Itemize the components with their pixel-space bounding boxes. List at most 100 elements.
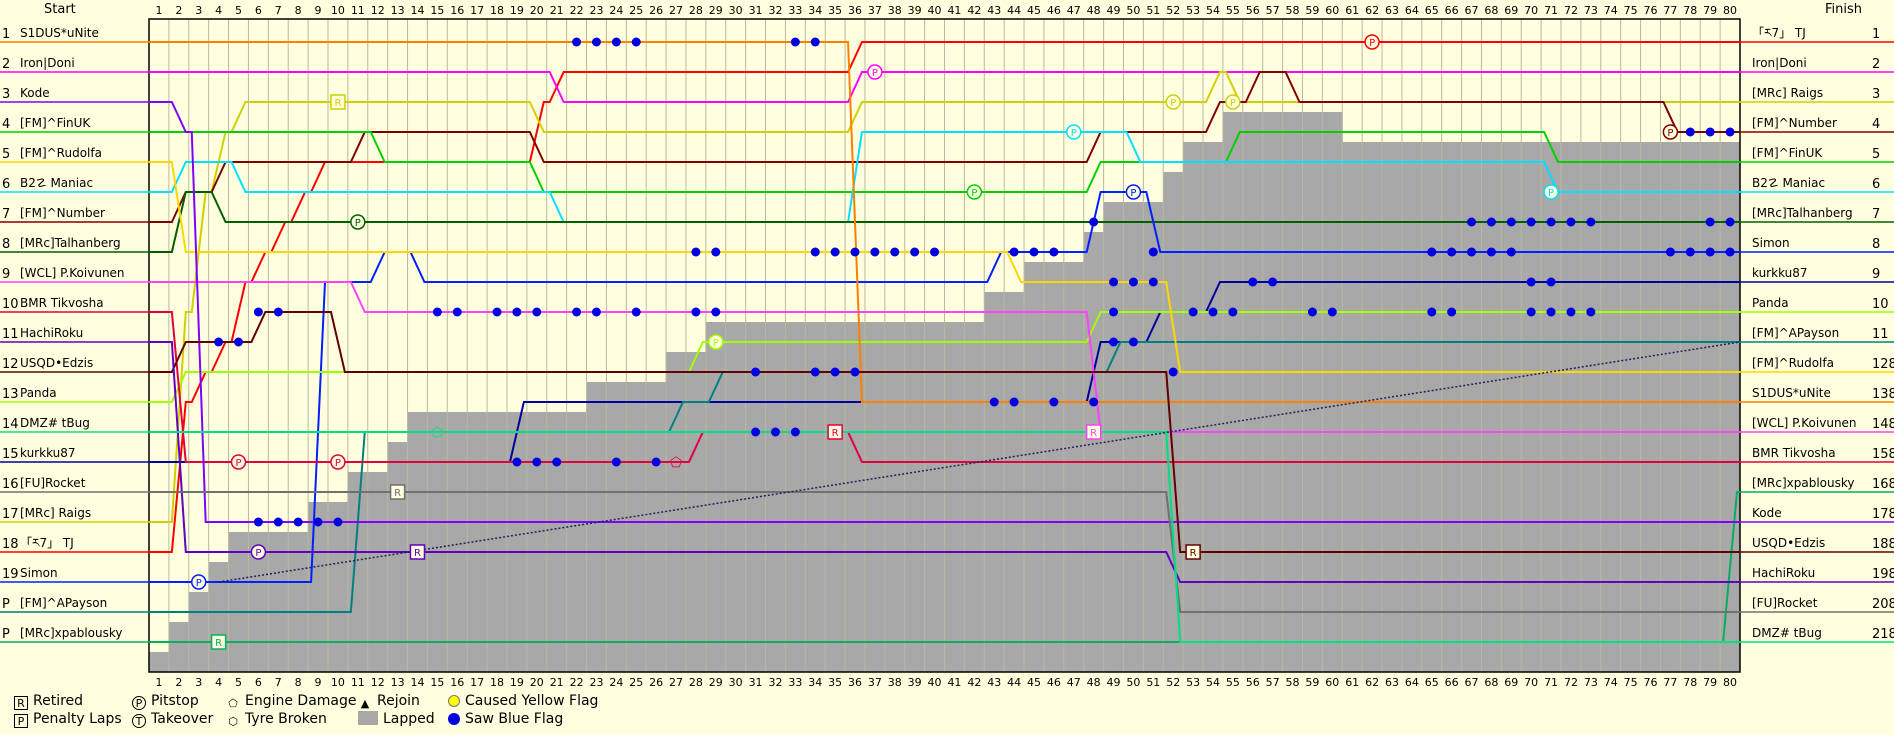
lap-tick-top: 51 [1146, 4, 1160, 17]
lap-tick-bottom: 66 [1445, 676, 1459, 689]
lapped-column [387, 442, 409, 672]
blue-flag-dot [1208, 307, 1218, 317]
lap-tick-top: 69 [1504, 4, 1518, 17]
start-header: Start [44, 2, 76, 17]
lap-tick-top: 27 [669, 4, 683, 17]
lap-tick-bottom: 2 [175, 676, 182, 689]
lap-tick-top: 78 [1683, 4, 1697, 17]
start-driver-label: kurkku87 [20, 446, 76, 460]
blue-flag-dot [1467, 217, 1477, 227]
blue-flag-dot [1725, 127, 1735, 137]
lap-tick-top: 26 [649, 4, 663, 17]
lap-tick-top: 20 [530, 4, 544, 17]
lap-tick-bottom: 50 [1126, 676, 1140, 689]
lap-tick-bottom: 63 [1385, 676, 1399, 689]
engine-icon: ⬠ [228, 697, 238, 710]
blue-flag-dot [532, 457, 542, 467]
lap-tick-bottom: 75 [1624, 676, 1638, 689]
blue-flag-dot [989, 397, 999, 407]
lap-tick-bottom: 40 [928, 676, 942, 689]
retired-marker [210, 634, 227, 650]
lap-tick-bottom: 59 [1305, 676, 1319, 689]
lap-tick-top: 76 [1644, 4, 1658, 17]
trace-line [149, 431, 1740, 643]
start-driver-label: [MRc] Raigs [20, 506, 91, 520]
blue-flag-dot [751, 367, 761, 377]
blue-flag-dot [1307, 307, 1317, 317]
blue-flag-dot [930, 247, 940, 257]
lapped-column [805, 322, 826, 672]
lap-tick-bottom: 48 [1087, 676, 1101, 689]
lap-tick-top: 22 [570, 4, 584, 17]
lap-tick-top: 25 [629, 4, 643, 17]
lapped-area [149, 112, 1741, 672]
blue-flag-dot [1546, 307, 1556, 317]
lap-tick-top: 30 [729, 4, 743, 17]
lap-tick-top: 17 [470, 4, 484, 17]
pitstop-letter: P [872, 68, 878, 79]
lap-tick-top: 77 [1663, 4, 1677, 17]
lap-tick-top: 48 [1087, 4, 1101, 17]
lap-tick-top: 35 [828, 4, 842, 17]
blue-flag-dot [1705, 247, 1715, 257]
blue-flag-dot [1546, 277, 1556, 287]
blue-flag-dot [1486, 217, 1496, 227]
lap-tick-bottom: 57 [1266, 676, 1280, 689]
lapped-column [745, 322, 767, 672]
trace-line [149, 311, 1740, 463]
lap-tick-bottom: 27 [669, 676, 683, 689]
blue-flag-dot [214, 337, 224, 347]
blue-flag-dot [850, 367, 860, 377]
lap-tick-bottom: 51 [1146, 676, 1160, 689]
lapped-column [1600, 142, 1622, 672]
lapped-column [1043, 262, 1065, 672]
blue-flag-dot [790, 37, 800, 47]
lap-tick-top: 14 [410, 4, 424, 17]
start-driver-label: Iron|Doni [20, 56, 75, 70]
pitstop-letter: P [355, 218, 361, 229]
blue-flag-dot [313, 517, 323, 527]
finish-position-number: 6 [1872, 177, 1880, 192]
rejoin-icon: ▲ [360, 697, 370, 710]
start-driver-label: S1DUS*uNite [20, 26, 99, 40]
lap-tick-bottom: 37 [868, 676, 882, 689]
finish-position-number: 4 [1872, 117, 1880, 132]
pitstop-marker [867, 64, 883, 80]
lap-tick-bottom: 68 [1484, 676, 1498, 689]
retired-letter: R [414, 548, 421, 559]
finish-driver-label: [MRc]Talhanberg [1752, 206, 1853, 220]
lapped-column [1103, 202, 1124, 672]
start-position-number: 12 [2, 357, 19, 372]
lapped-column [765, 322, 786, 672]
lap-tick-bottom: 76 [1644, 676, 1658, 689]
lap-tick-bottom: 71 [1544, 676, 1558, 689]
blue-flag-dot [711, 307, 721, 317]
lap-tick-bottom: 5 [235, 676, 242, 689]
start-position-number: 14 [2, 417, 19, 432]
lap-tick-top: 21 [550, 4, 564, 17]
pitstop-marker [190, 574, 207, 590]
lap-tick-top: 29 [709, 4, 723, 17]
trace-line [149, 131, 1740, 223]
lapped-column [188, 592, 210, 672]
lap-tick-bottom: 19 [510, 676, 524, 689]
blue-flag-dot [1029, 247, 1039, 257]
lapped-column [666, 352, 687, 672]
legend-blue: Saw Blue Flag [448, 710, 563, 728]
retired-letter: R [394, 488, 401, 499]
lapped-column [725, 322, 747, 672]
lapped-column [168, 622, 190, 672]
lap-tick-top: 43 [987, 4, 1001, 17]
blue-flag-dot [1148, 247, 1158, 257]
lap-tick-bottom: 65 [1425, 676, 1439, 689]
lap-tick-top: 63 [1385, 4, 1399, 17]
lapped-column [467, 412, 488, 672]
lapped-column [904, 322, 926, 672]
lapped-column [864, 322, 886, 672]
pitstop-icon: P [132, 696, 146, 710]
blue-flag-dot [651, 457, 661, 467]
trace-line [149, 161, 1740, 373]
pitstop-marker [1543, 184, 1559, 200]
blue-flag-dot [1546, 217, 1556, 227]
finish-position-number: 5 [1872, 147, 1880, 162]
